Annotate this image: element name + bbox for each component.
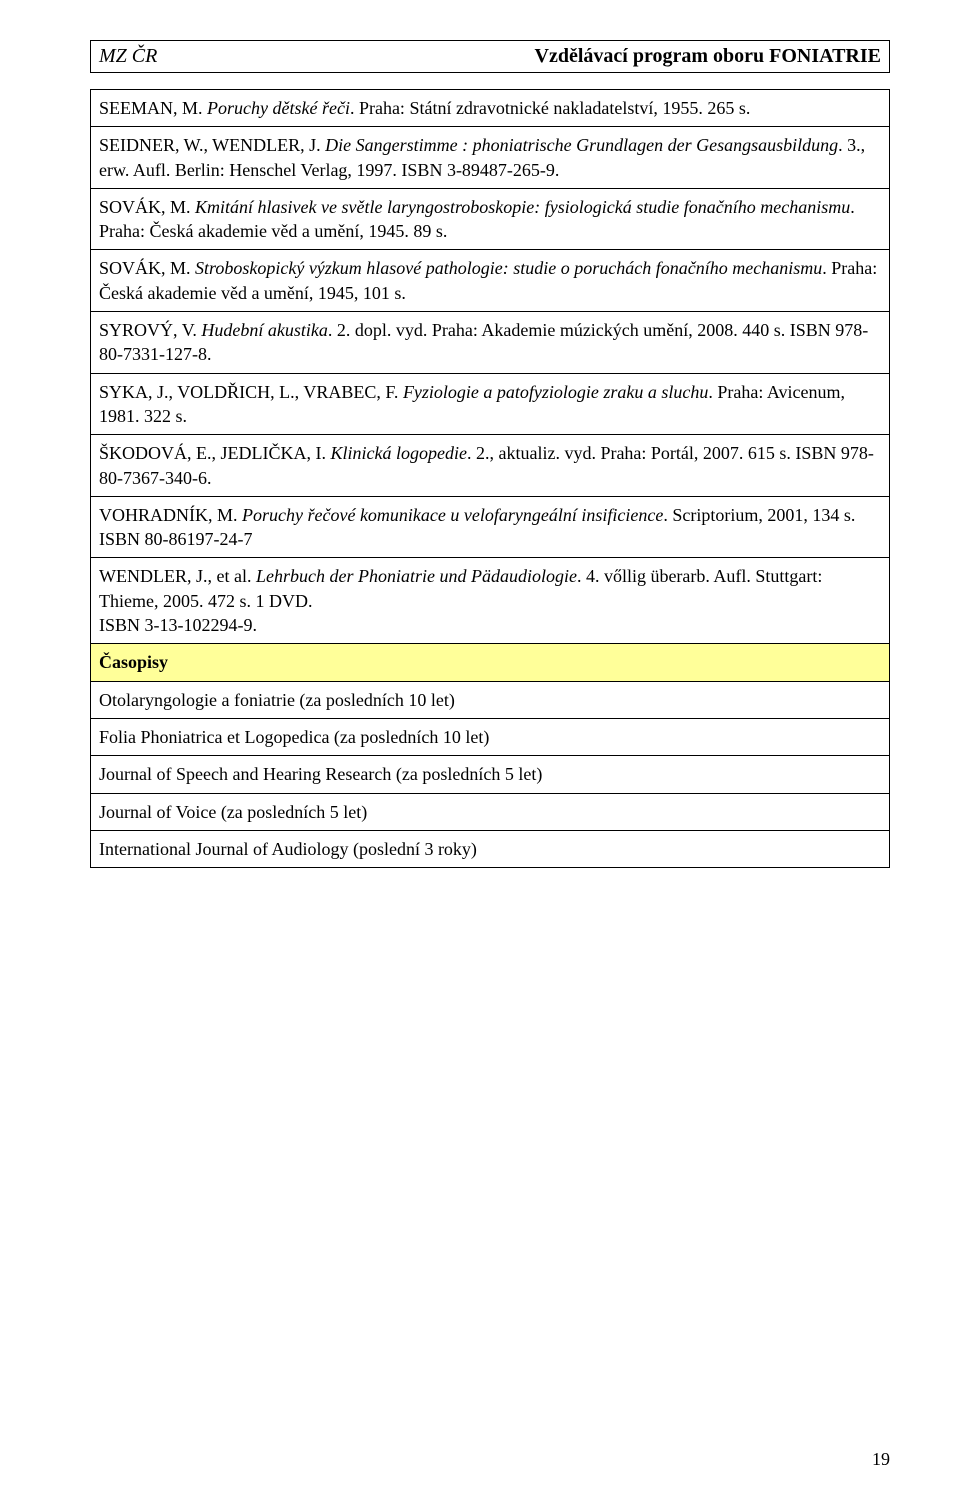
reference-row: WENDLER, J., et al. Lehrbuch der Phoniat… [91, 558, 890, 644]
reference-text: ŠKODOVÁ, E., JEDLIČKA, I. [99, 443, 331, 463]
reference-row: SEEMAN, M. Poruchy dětské řeči. Praha: S… [91, 90, 890, 127]
header-right: Vzdělávací program oboru FONIATRIE [535, 45, 881, 68]
reference-text: Klinická logopedie [331, 443, 467, 463]
journal-row: Folia Phoniatrica et Logopedica (za posl… [91, 718, 890, 755]
reference-text: SEEMAN, M. [99, 98, 207, 118]
reference-text: SYROVÝ, V. [99, 320, 201, 340]
reference-text: Poruchy dětské řeči [207, 98, 350, 118]
journal-row: International Journal of Audiology (posl… [91, 830, 890, 867]
header-left: MZ ČR [99, 45, 157, 68]
reference-row: ŠKODOVÁ, E., JEDLIČKA, I. Klinická logop… [91, 435, 890, 497]
reference-row: SYKA, J., VOLDŘICH, L., VRABEC, F. Fyzio… [91, 373, 890, 435]
reference-text: Lehrbuch der Phoniatrie und Pädaudiologi… [256, 566, 577, 586]
reference-text: Fyziologie a patofyziologie zraku a sluc… [403, 382, 708, 402]
reference-text: VOHRADNÍK, M. [99, 505, 242, 525]
reference-text: Hudební akustika [201, 320, 327, 340]
reference-row: VOHRADNÍK, M. Poruchy řečové komunikace … [91, 496, 890, 558]
references-table: SEEMAN, M. Poruchy dětské řeči. Praha: S… [90, 89, 890, 868]
reference-text: Die Sangerstimme : phoniatrische Grundla… [325, 135, 838, 155]
reference-text: SYKA, J., VOLDŘICH, L., VRABEC, F. [99, 382, 403, 402]
reference-row: SEIDNER, W., WENDLER, J. Die Sangerstimm… [91, 127, 890, 189]
reference-text: SOVÁK, M. [99, 258, 195, 278]
reference-text: Kmitání hlasivek ve světle laryngostrobo… [195, 197, 850, 217]
reference-row: SYROVÝ, V. Hudební akustika. 2. dopl. vy… [91, 312, 890, 374]
section-heading: Časopisy [91, 644, 890, 681]
page-number: 19 [872, 1449, 890, 1470]
reference-text: Stroboskopický výzkum hlasové pathologie… [195, 258, 822, 278]
page-header: MZ ČR Vzdělávací program oboru FONIATRIE [90, 40, 890, 73]
reference-row: SOVÁK, M. Stroboskopický výzkum hlasové … [91, 250, 890, 312]
reference-row: SOVÁK, M. Kmitání hlasivek ve světle lar… [91, 188, 890, 250]
reference-text: . Praha: Státní zdravotnické nakladatels… [350, 98, 750, 118]
journal-row: Journal of Voice (za posledních 5 let) [91, 793, 890, 830]
reference-text: Poruchy řečové komunikace u velofaryngeá… [242, 505, 663, 525]
reference-text: WENDLER, J., et al. [99, 566, 256, 586]
journal-row: Journal of Speech and Hearing Research (… [91, 756, 890, 793]
reference-text: SOVÁK, M. [99, 197, 195, 217]
reference-text: SEIDNER, W., WENDLER, J. [99, 135, 325, 155]
journal-row: Otolaryngologie a foniatrie (za poslední… [91, 681, 890, 718]
